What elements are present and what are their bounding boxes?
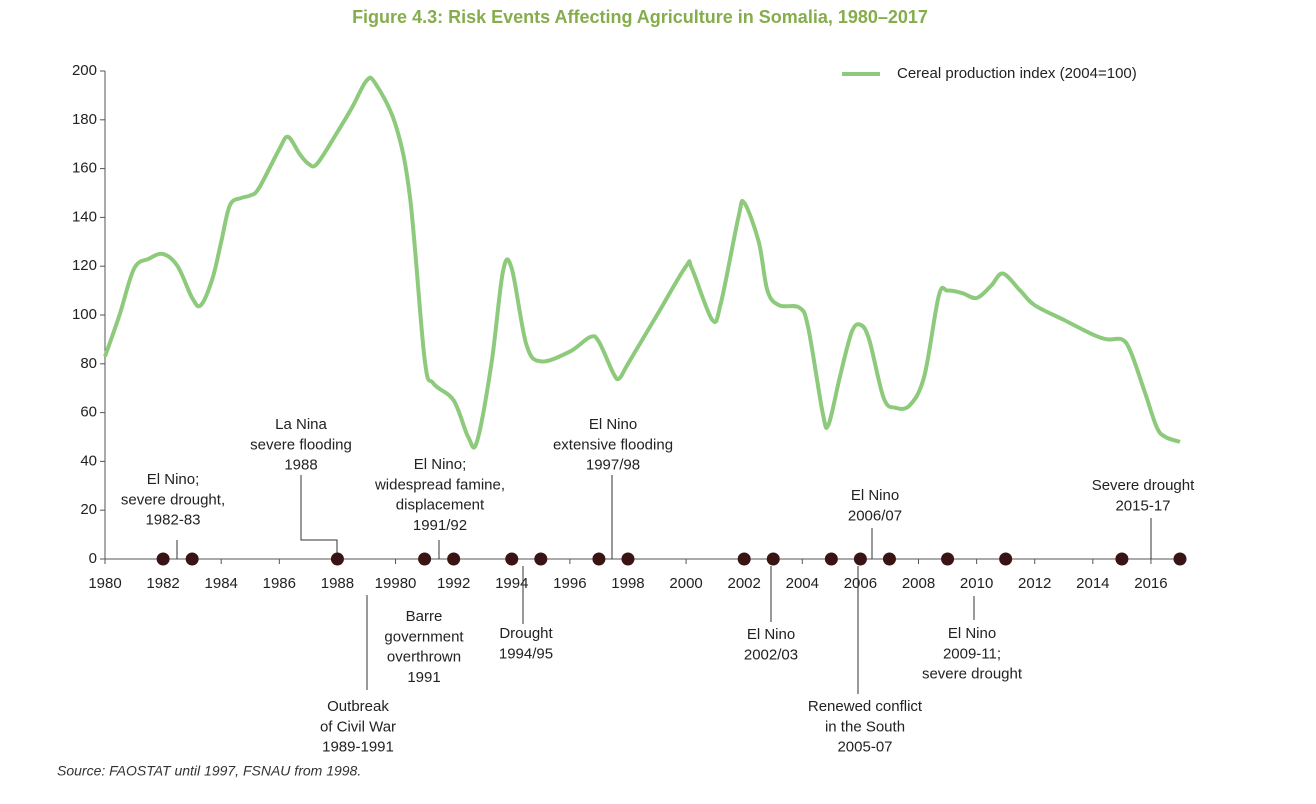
x-tick-label: 1994 <box>495 575 528 592</box>
y-tick-label: 160 <box>72 160 97 177</box>
x-tick-label: 2002 <box>728 575 761 592</box>
x-tick-label: 2008 <box>902 575 935 592</box>
annotation-text: El Nino <box>948 625 996 642</box>
y-tick-label: 20 <box>80 501 97 518</box>
annotation-text: Drought <box>499 625 553 642</box>
event-dot <box>1173 552 1187 566</box>
x-tick-label: 1998 <box>611 575 644 592</box>
event-dot <box>853 552 867 566</box>
annotation-text: severe drought, <box>121 491 225 508</box>
annotation-text: 2015-17 <box>1115 497 1170 514</box>
annotation-text: Outbreak <box>327 698 389 715</box>
y-tick-label: 120 <box>72 257 97 274</box>
annotation-text: in the South <box>825 718 905 735</box>
annotation-text: 2005-07 <box>837 739 892 756</box>
event-dot <box>1115 552 1129 566</box>
x-tick-label: 2014 <box>1076 575 1109 592</box>
annotation-text: 2006/07 <box>848 507 902 524</box>
event-dot <box>824 552 838 566</box>
annotation-text: 1991/92 <box>413 517 467 534</box>
annotation-text: severe drought <box>922 666 1023 683</box>
annotation-text: Renewed conflict <box>808 698 923 715</box>
x-tick-label: 2010 <box>960 575 993 592</box>
event-dot <box>505 552 519 566</box>
y-tick-label: 80 <box>80 355 97 372</box>
annotation-text: 2002/03 <box>744 646 798 663</box>
x-tick-label: 1992 <box>437 575 470 592</box>
annotation-text: Severe drought <box>1092 477 1195 494</box>
annotation-text: Barre <box>406 608 443 625</box>
x-tick-label: 1982 <box>146 575 179 592</box>
event-dot <box>999 552 1013 566</box>
y-tick-label: 40 <box>80 452 97 469</box>
x-tick-label: 1988 <box>321 575 354 592</box>
chart-title: Figure 4.3: Risk Events Affecting Agricu… <box>352 7 928 27</box>
legend-label: Cereal production index (2004=100) <box>897 65 1137 82</box>
annotation-text: government <box>384 628 464 645</box>
annotation-text: El Nino; <box>414 456 467 473</box>
event-dot <box>941 552 955 566</box>
annotation-text: 1989-1991 <box>322 739 394 756</box>
x-tick-label: 19980 <box>375 575 417 592</box>
y-tick-label: 100 <box>72 306 97 323</box>
event-dot <box>418 552 432 566</box>
source: Source: FAOSTAT until 1997, FSNAU from 1… <box>57 763 361 779</box>
event-dot <box>185 552 199 566</box>
annotation-text: overthrown <box>387 649 461 666</box>
event-dot <box>592 552 606 566</box>
x-tick-label: 1984 <box>205 575 238 592</box>
annotation-text: 1994/95 <box>499 645 553 662</box>
y-tick-label: 200 <box>72 62 97 79</box>
event-dot <box>156 552 170 566</box>
annotation-text: 2009-11; <box>943 645 1001 662</box>
annotation-text: El Nino <box>589 416 637 433</box>
annotation-connector <box>300 475 338 559</box>
annotation-text: El Nino <box>851 487 899 504</box>
annotation-text: displacement <box>396 497 485 514</box>
annotation-text: La Nina <box>275 416 327 433</box>
annotation-text: El Nino <box>747 626 795 643</box>
event-dot <box>534 552 548 566</box>
x-tick-label: 2016 <box>1134 575 1167 592</box>
y-tick-label: 0 <box>89 550 97 567</box>
event-dot <box>447 552 461 566</box>
event-dot <box>766 552 780 566</box>
annotation-text: 1991 <box>407 669 440 686</box>
x-tick-label: 2012 <box>1018 575 1051 592</box>
annotation-text: 1982-83 <box>145 512 200 529</box>
y-tick-label: 180 <box>72 111 97 128</box>
x-tick-label: 2000 <box>669 575 702 592</box>
x-tick-label: 2006 <box>844 575 877 592</box>
series-line <box>103 75 1181 450</box>
x-tick-label: 1986 <box>263 575 296 592</box>
annotation-text: El Nino; <box>147 471 200 488</box>
event-dot <box>737 552 751 566</box>
annotation-text: 1997/98 <box>586 457 640 474</box>
annotation-text: of Civil War <box>320 718 396 735</box>
event-dot <box>621 552 635 566</box>
x-tick-label: 1996 <box>553 575 586 592</box>
y-tick-label: 140 <box>72 208 97 225</box>
annotation-text: extensive flooding <box>553 436 673 453</box>
event-dot <box>882 552 896 566</box>
annotation-text: 1988 <box>284 457 317 474</box>
x-tick-label: 2004 <box>786 575 819 592</box>
annotation-text: severe flooding <box>250 436 352 453</box>
y-tick-label: 60 <box>80 404 97 421</box>
event-dot <box>330 552 344 566</box>
annotation-text: widespread famine, <box>374 476 505 493</box>
x-tick-label: 1980 <box>88 575 121 592</box>
